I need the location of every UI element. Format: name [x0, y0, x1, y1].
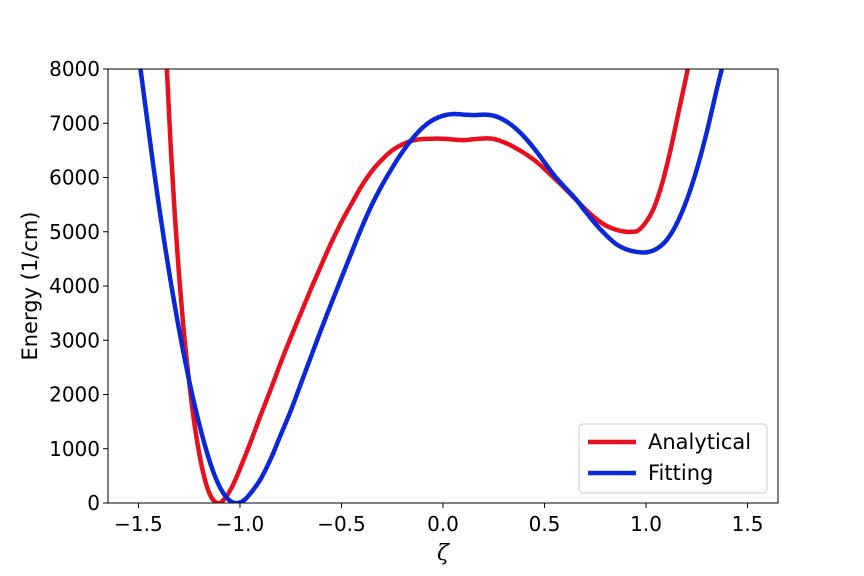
series-layer — [138, 69, 725, 503]
x-tick-label: −0.5 — [317, 512, 366, 536]
y-tick-label: 0 — [87, 491, 100, 515]
y-tick-label: 3000 — [49, 328, 100, 352]
x-tick-label: 0.5 — [529, 512, 561, 536]
y-tick-label: 4000 — [49, 274, 100, 298]
x-tick-label: 0.0 — [427, 512, 459, 536]
legend-label-analytical: Analytical — [648, 430, 751, 454]
y-tick-label: 1000 — [49, 437, 100, 461]
y-tick-label: 5000 — [49, 220, 100, 244]
y-tick-label: 6000 — [49, 166, 100, 190]
y-axis-label: Energy (1/cm) — [18, 211, 42, 360]
series-line-analytical — [164, 69, 691, 503]
y-tick-label: 8000 — [49, 57, 100, 81]
x-axis: −1.5 −1.0 −0.5 0.0 0.5 1.0 1.5 — [114, 503, 763, 536]
series-line-fitting — [138, 69, 725, 503]
legend: Analytical Fitting — [578, 423, 768, 494]
y-tick-label: 2000 — [49, 383, 100, 407]
x-axis-label: ζ — [437, 541, 451, 566]
x-tick-label: 1.0 — [630, 512, 662, 536]
legend-label-fitting: Fitting — [648, 461, 713, 485]
x-tick-label: 1.5 — [732, 512, 764, 536]
x-tick-label: −1.0 — [216, 512, 265, 536]
x-tick-label: −1.5 — [114, 512, 163, 536]
y-axis: 0 1000 2000 3000 4000 5000 6000 7000 8000 — [49, 57, 108, 515]
y-tick-label: 7000 — [49, 111, 100, 135]
